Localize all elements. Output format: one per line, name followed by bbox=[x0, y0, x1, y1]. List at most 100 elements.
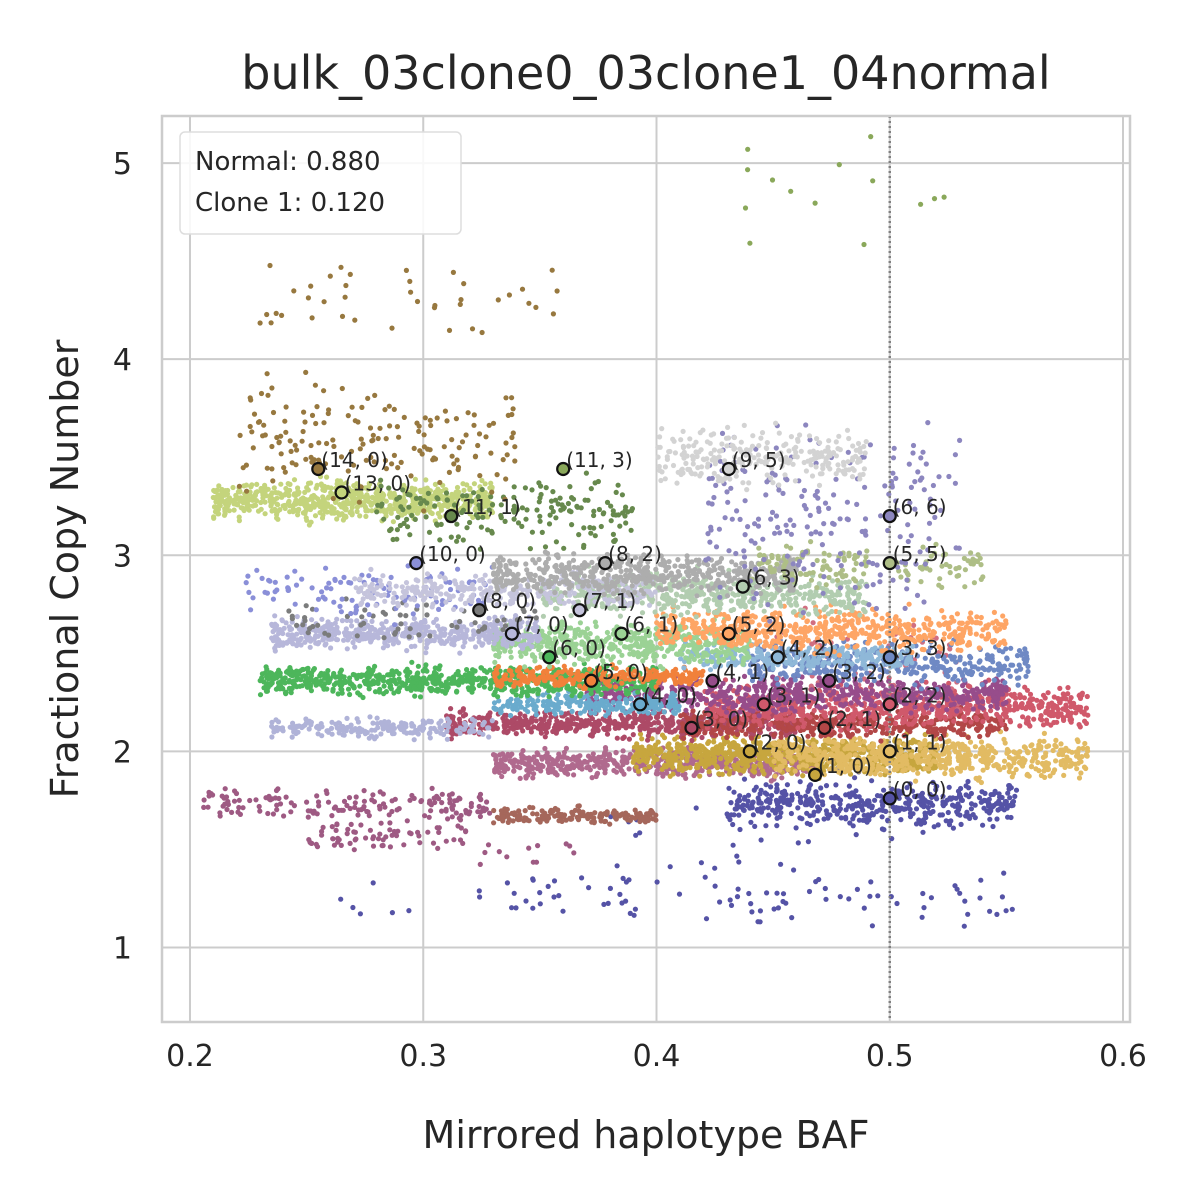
data-point bbox=[943, 765, 949, 772]
data-point bbox=[789, 915, 795, 921]
data-point bbox=[938, 763, 944, 769]
data-point bbox=[217, 810, 223, 816]
data-point bbox=[998, 717, 1004, 723]
data-point bbox=[644, 757, 650, 763]
data-point bbox=[837, 797, 844, 803]
data-point bbox=[656, 727, 662, 733]
data-point bbox=[961, 731, 967, 738]
data-point bbox=[394, 807, 400, 813]
data-point bbox=[1017, 692, 1023, 698]
data-point bbox=[523, 815, 529, 821]
data-point bbox=[1068, 695, 1074, 701]
data-point bbox=[728, 800, 734, 806]
data-point bbox=[453, 810, 459, 816]
data-point bbox=[732, 806, 738, 812]
data-point bbox=[694, 754, 700, 761]
data-point bbox=[707, 760, 713, 766]
data-point bbox=[708, 730, 715, 736]
data-point bbox=[899, 790, 905, 796]
data-point bbox=[358, 822, 364, 828]
data-point bbox=[1011, 760, 1017, 766]
data-point bbox=[491, 820, 497, 826]
data-point bbox=[907, 806, 913, 812]
data-point bbox=[755, 919, 761, 925]
data-point bbox=[237, 811, 243, 818]
data-point bbox=[604, 810, 610, 816]
data-point bbox=[601, 765, 607, 771]
data-point bbox=[1076, 722, 1082, 728]
data-point bbox=[352, 804, 358, 811]
data-point bbox=[745, 792, 752, 798]
data-point bbox=[968, 806, 975, 812]
data-point bbox=[530, 811, 536, 817]
data-point bbox=[270, 811, 276, 817]
data-point bbox=[501, 768, 507, 775]
data-point bbox=[585, 815, 591, 822]
data-point bbox=[734, 731, 741, 738]
data-point bbox=[1060, 706, 1066, 712]
data-point bbox=[654, 771, 661, 777]
data-point bbox=[1078, 704, 1084, 710]
data-point bbox=[867, 813, 873, 819]
data-point bbox=[571, 721, 577, 727]
data-point bbox=[597, 812, 603, 819]
data-point bbox=[869, 923, 876, 929]
data-point bbox=[927, 724, 933, 731]
data-point bbox=[730, 842, 736, 848]
data-point bbox=[496, 849, 502, 855]
data-point bbox=[582, 759, 588, 765]
data-point bbox=[995, 807, 1001, 813]
data-point bbox=[439, 791, 445, 797]
data-point bbox=[850, 816, 856, 822]
data-point bbox=[231, 798, 238, 804]
data-point bbox=[962, 688, 968, 694]
data-point bbox=[954, 765, 961, 771]
data-point bbox=[908, 758, 915, 764]
data-point bbox=[538, 763, 544, 769]
data-point bbox=[641, 817, 647, 823]
data-point bbox=[274, 807, 280, 813]
data-point bbox=[828, 795, 835, 801]
data-point bbox=[556, 893, 562, 899]
data-point bbox=[602, 818, 609, 824]
data-point bbox=[736, 687, 742, 693]
data-point bbox=[492, 769, 498, 775]
data-point bbox=[439, 800, 445, 806]
data-point bbox=[743, 731, 749, 737]
data-point bbox=[555, 807, 561, 813]
data-point bbox=[921, 905, 927, 911]
data-point bbox=[996, 800, 1003, 807]
data-point bbox=[1003, 908, 1009, 914]
data-point bbox=[606, 751, 613, 758]
data-point bbox=[531, 771, 537, 777]
data-point bbox=[1061, 748, 1068, 754]
data-point bbox=[803, 793, 809, 799]
data-point bbox=[986, 698, 992, 705]
data-point bbox=[387, 844, 393, 850]
data-point bbox=[849, 746, 855, 752]
data-point bbox=[992, 717, 998, 723]
data-point bbox=[976, 795, 983, 801]
data-point bbox=[734, 894, 741, 900]
data-point bbox=[404, 818, 410, 824]
data-point bbox=[534, 811, 540, 817]
data-point bbox=[614, 812, 620, 819]
data-point bbox=[963, 792, 969, 798]
data-point bbox=[925, 804, 931, 811]
data-point bbox=[512, 715, 519, 721]
data-point bbox=[676, 891, 683, 897]
data-point bbox=[570, 812, 576, 818]
data-point bbox=[999, 894, 1006, 900]
data-point bbox=[407, 797, 413, 803]
data-point bbox=[772, 773, 778, 779]
data-point bbox=[935, 822, 941, 828]
data-point bbox=[836, 693, 842, 700]
data-point bbox=[1051, 719, 1057, 726]
data-point bbox=[408, 831, 414, 837]
data-point bbox=[695, 764, 701, 771]
data-point bbox=[978, 799, 984, 805]
data-point bbox=[739, 761, 746, 767]
data-point bbox=[526, 755, 532, 761]
data-point bbox=[1029, 763, 1035, 770]
data-point bbox=[422, 813, 428, 819]
